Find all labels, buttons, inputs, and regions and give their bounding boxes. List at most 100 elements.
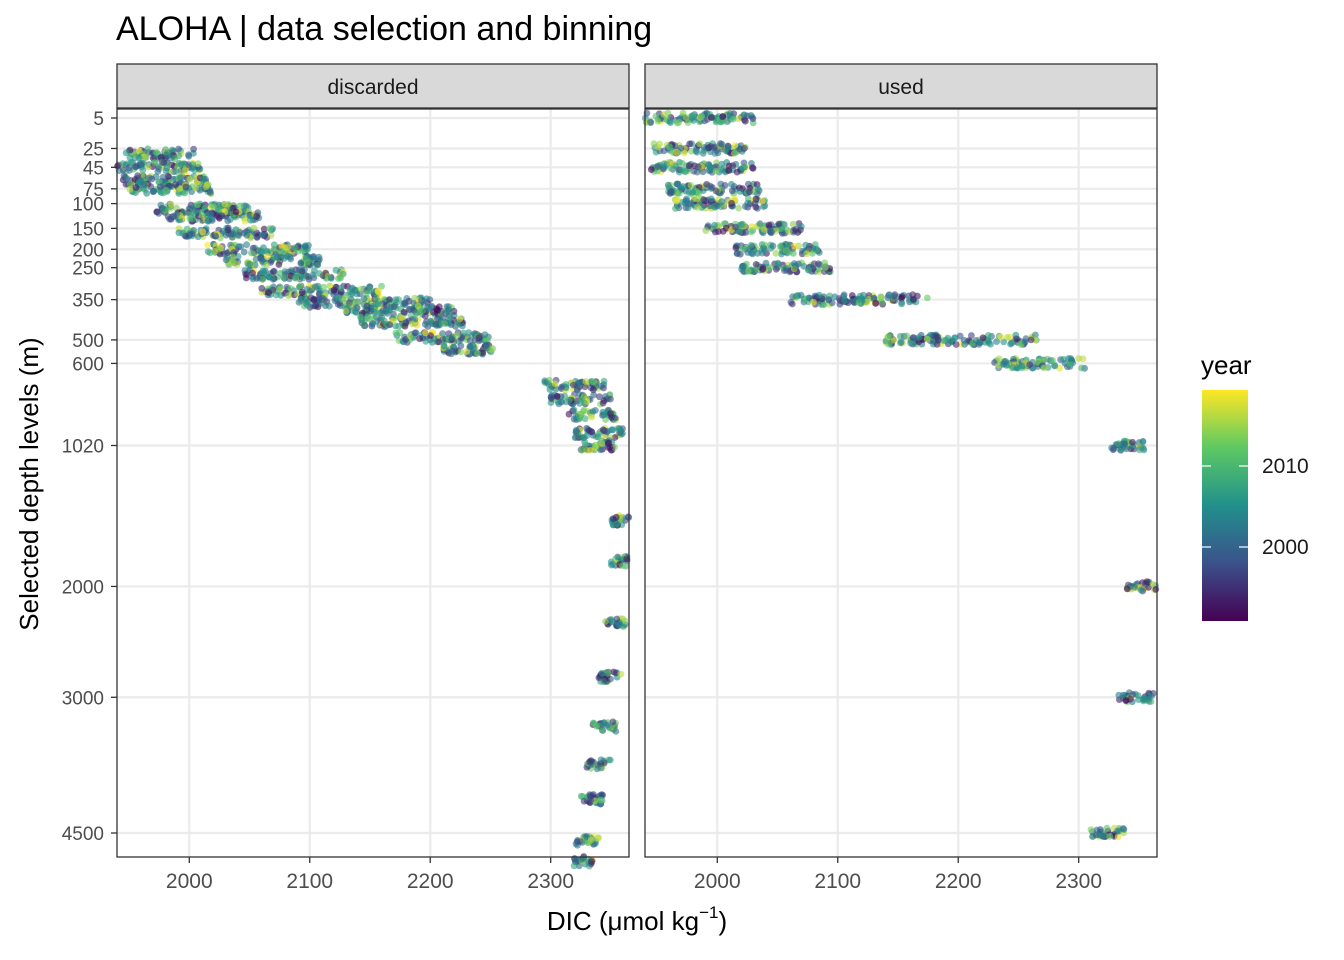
data-point [725, 167, 733, 174]
data-point [421, 320, 429, 328]
data-point [600, 678, 608, 686]
data-point [299, 274, 307, 282]
data-point [923, 294, 931, 302]
data-point [768, 228, 775, 236]
data-point [334, 301, 342, 308]
data-point [284, 252, 291, 260]
data-point [155, 178, 163, 186]
data-point [654, 163, 662, 170]
data-point [606, 756, 614, 764]
data-point [571, 434, 579, 441]
y-tick-label: 25 [83, 139, 104, 160]
data-point [202, 175, 209, 183]
data-point [169, 213, 176, 220]
data-point [598, 440, 605, 447]
chart-title: ALOHA | data selection and binning [116, 10, 652, 48]
panel-border [116, 108, 630, 858]
data-point [587, 792, 594, 799]
data-point [848, 292, 856, 299]
legend-tick-2010: 2010 [1262, 455, 1309, 478]
data-point [246, 260, 254, 268]
data-point [624, 513, 632, 521]
data-point [617, 670, 625, 678]
data-point [548, 395, 555, 402]
data-point [189, 215, 197, 223]
data-point [712, 187, 720, 195]
data-point [198, 212, 206, 219]
data-point [546, 386, 554, 393]
x-tick-label: 2300 [1055, 870, 1102, 893]
data-point [466, 343, 474, 350]
x-axis-title: DIC (μmol kg−1) [547, 903, 727, 936]
data-point [305, 276, 313, 283]
data-point [897, 338, 905, 346]
data-point [765, 221, 773, 229]
data-point [414, 302, 422, 310]
data-point [386, 296, 393, 303]
data-point [570, 381, 577, 389]
facet-strip-label: used [878, 76, 924, 99]
data-point [445, 305, 452, 313]
data-point [582, 441, 589, 449]
data-point [890, 336, 898, 344]
data-point [386, 321, 394, 329]
data-point [984, 332, 992, 339]
data-point [1117, 446, 1125, 453]
data-point [611, 434, 619, 441]
data-point [572, 412, 580, 420]
x-axis-label-main: DIC (μmol kg [547, 906, 699, 936]
data-point [597, 756, 605, 764]
data-point [703, 180, 711, 188]
data-point [423, 295, 431, 303]
data-point [596, 393, 603, 401]
data-point [609, 560, 616, 568]
data-point [791, 242, 798, 250]
data-point [805, 266, 812, 273]
data-point [226, 216, 234, 223]
data-point [831, 293, 839, 301]
data-point [401, 322, 409, 330]
data-point [656, 140, 663, 148]
data-point [249, 269, 256, 277]
data-point [204, 241, 212, 249]
data-point [457, 342, 465, 350]
y-tick-label: 100 [72, 195, 104, 216]
data-point [229, 230, 237, 238]
data-point [264, 253, 271, 261]
data-point [247, 216, 254, 224]
data-point [1008, 339, 1015, 347]
data-point [667, 188, 675, 195]
data-point [483, 336, 490, 344]
data-point [144, 145, 152, 153]
data-point [258, 284, 266, 292]
data-point [594, 834, 602, 842]
data-point [156, 183, 164, 191]
data-point [186, 175, 194, 183]
data-point [615, 425, 623, 432]
data-point [321, 302, 329, 309]
data-point [551, 380, 559, 387]
facet-strip [116, 63, 630, 109]
data-point [408, 320, 416, 328]
data-point [602, 618, 609, 625]
data-point [345, 299, 353, 307]
data-point [601, 427, 608, 435]
data-point [253, 274, 261, 282]
data-point [1139, 438, 1147, 446]
data-point [392, 296, 400, 304]
data-point [380, 317, 388, 325]
data-point [172, 168, 180, 176]
data-point [270, 246, 278, 253]
data-point [263, 261, 270, 269]
data-point [236, 202, 244, 210]
facet-strip-label: discarded [327, 76, 418, 99]
data-point [731, 142, 739, 149]
data-point [666, 143, 673, 151]
data-point [122, 149, 130, 157]
data-point [541, 379, 549, 386]
data-point [360, 322, 368, 330]
data-point [761, 246, 768, 253]
data-point [600, 397, 608, 405]
data-point [277, 285, 284, 293]
data-point [609, 718, 617, 726]
